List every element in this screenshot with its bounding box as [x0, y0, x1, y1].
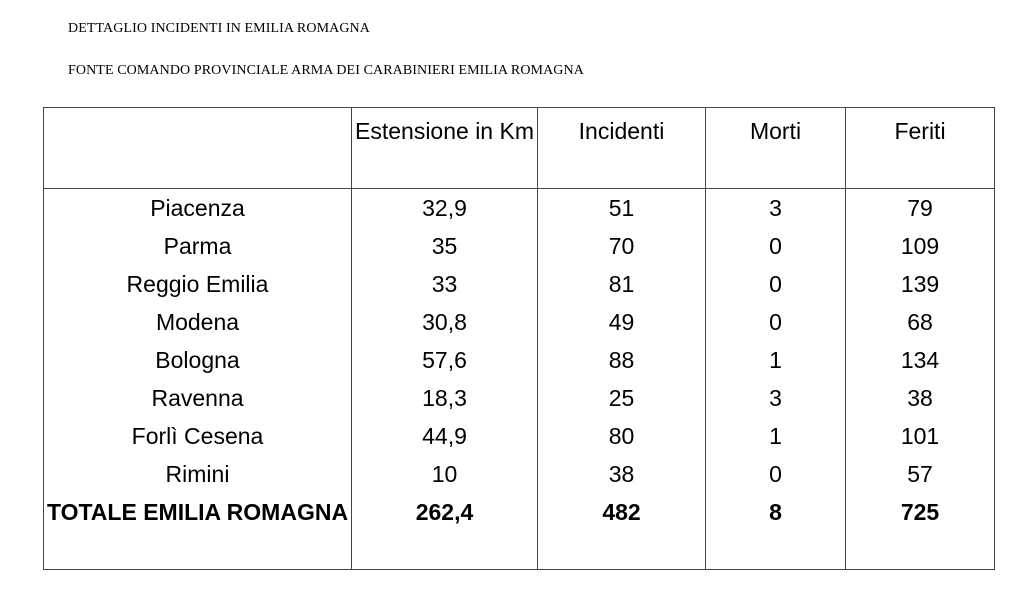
table-row: Rimini 10 38 0 57: [43, 455, 995, 493]
total-deaths: 8: [705, 493, 846, 570]
table-row: Parma 35 70 0 109: [43, 227, 995, 265]
table-row: Forlì Cesena 44,9 80 1 101: [43, 417, 995, 455]
cell-incidents: 81: [537, 265, 706, 303]
cell-deaths: 0: [705, 455, 846, 493]
cell-injured: 134: [845, 341, 995, 379]
cell-injured: 57: [845, 455, 995, 493]
table-row: Ravenna 18,3 25 3 38: [43, 379, 995, 417]
header-injured: Feriti: [845, 107, 995, 189]
cell-injured: 68: [845, 303, 995, 341]
total-extension-km: 262,4: [351, 493, 538, 570]
header-incidents: Incidenti: [537, 107, 706, 189]
document-title: DETTAGLIO INCIDENTI IN EMILIA ROMAGNA: [68, 21, 370, 36]
header-deaths: Morti: [705, 107, 846, 189]
cell-extension-km: 30,8: [351, 303, 538, 341]
cell-incidents: 25: [537, 379, 706, 417]
cell-deaths: 3: [705, 188, 846, 227]
cell-deaths: 1: [705, 417, 846, 455]
cell-province: Parma: [43, 227, 352, 265]
header-province: [43, 107, 352, 189]
cell-extension-km: 44,9: [351, 417, 538, 455]
cell-incidents: 70: [537, 227, 706, 265]
incidents-table: Estensione in Km Incidenti Morti Feriti …: [43, 107, 995, 570]
cell-deaths: 0: [705, 227, 846, 265]
cell-extension-km: 18,3: [351, 379, 538, 417]
total-incidents: 482: [537, 493, 706, 570]
cell-incidents: 88: [537, 341, 706, 379]
cell-incidents: 38: [537, 455, 706, 493]
cell-province: Piacenza: [43, 188, 352, 227]
cell-deaths: 0: [705, 303, 846, 341]
cell-incidents: 51: [537, 188, 706, 227]
incidents-table-container: Estensione in Km Incidenti Morti Feriti …: [43, 107, 995, 570]
cell-extension-km: 33: [351, 265, 538, 303]
cell-injured: 109: [845, 227, 995, 265]
table-row: Piacenza 32,9 51 3 79: [43, 188, 995, 227]
cell-extension-km: 35: [351, 227, 538, 265]
cell-extension-km: 32,9: [351, 188, 538, 227]
cell-province: Modena: [43, 303, 352, 341]
cell-province: Ravenna: [43, 379, 352, 417]
cell-province: Rimini: [43, 455, 352, 493]
total-injured: 725: [845, 493, 995, 570]
cell-incidents: 49: [537, 303, 706, 341]
cell-incidents: 80: [537, 417, 706, 455]
document-source: FONTE COMANDO PROVINCIALE ARMA DEI CARAB…: [68, 63, 584, 78]
cell-injured: 38: [845, 379, 995, 417]
cell-injured: 139: [845, 265, 995, 303]
cell-province: Reggio Emilia: [43, 265, 352, 303]
cell-deaths: 0: [705, 265, 846, 303]
cell-province: Bologna: [43, 341, 352, 379]
table-header-row: Estensione in Km Incidenti Morti Feriti: [43, 107, 995, 189]
total-label: TOTALE EMILIA ROMAGNA: [43, 493, 352, 570]
cell-province: Forlì Cesena: [43, 417, 352, 455]
cell-injured: 79: [845, 188, 995, 227]
header-extension-km: Estensione in Km: [351, 107, 538, 189]
cell-extension-km: 57,6: [351, 341, 538, 379]
cell-extension-km: 10: [351, 455, 538, 493]
cell-deaths: 3: [705, 379, 846, 417]
table-row: Bologna 57,6 88 1 134: [43, 341, 995, 379]
table-row: Modena 30,8 49 0 68: [43, 303, 995, 341]
cell-injured: 101: [845, 417, 995, 455]
table-total-row: TOTALE EMILIA ROMAGNA 262,4 482 8 725: [43, 493, 995, 570]
table-row: Reggio Emilia 33 81 0 139: [43, 265, 995, 303]
cell-deaths: 1: [705, 341, 846, 379]
